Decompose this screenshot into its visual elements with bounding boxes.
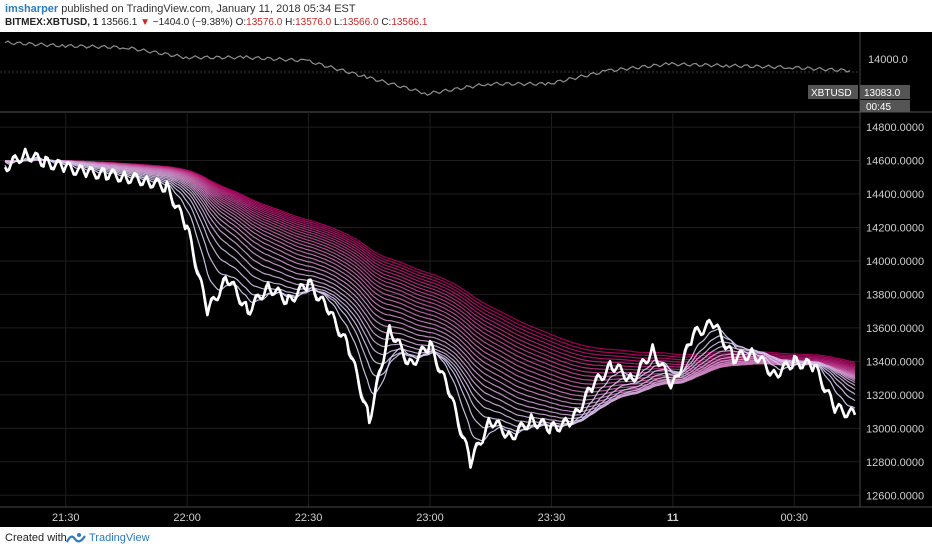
main-price-series — [3, 147, 857, 469]
price-tick-label: 13600.0000 — [866, 323, 924, 335]
price-tick-label: 13400.0000 — [866, 356, 924, 368]
chart-svg[interactable]: 14000.0 XBTUSD 13083.0 00:45 12600.00001… — [0, 32, 932, 527]
down-arrow-icon: ▼ — [140, 17, 150, 28]
price-tick-label: 13200.0000 — [866, 390, 924, 402]
price-tick-label: 13800.0000 — [866, 289, 924, 301]
ohlc-high-label: H: — [285, 17, 296, 28]
ohlc-close-value: 13566.1 — [391, 17, 428, 28]
last-price: 13566.1 — [101, 17, 138, 28]
ohlc-low-value: 13566.0 — [342, 17, 379, 28]
price-tick-label: 14400.0000 — [866, 189, 924, 201]
tradingview-logo-icon[interactable] — [66, 531, 86, 545]
price-axis[interactable]: 12600.0000 12800.0000 13000.0000 13200.0000… — [866, 122, 924, 502]
ohlc-low-label: L: — [334, 17, 343, 28]
publish-line: imsharper published on TradingView.com, … — [5, 3, 356, 15]
created-with-text: Created with — [5, 532, 67, 544]
time-tick-label: 23:00 — [416, 512, 444, 524]
price-tick-label: 12600.0000 — [866, 490, 924, 502]
time-tick-label: 23:30 — [538, 512, 566, 524]
price-tick-label: 12800.0000 — [866, 457, 924, 469]
price-badge — [860, 85, 910, 99]
ma-ribbon-line — [4, 159, 856, 423]
chart-header: imsharper published on TradingView.com, … — [0, 0, 932, 32]
chart-area[interactable]: 14000.0 XBTUSD 13083.0 00:45 12600.0000 1… — [0, 32, 932, 527]
time-badge — [860, 100, 910, 112]
price-tick-label: 14200.0000 — [866, 222, 924, 234]
symbol-badge-label: XBTUSD — [811, 88, 852, 99]
symbol-label: BITMEX:XBTUSD, 1 — [5, 17, 99, 28]
time-badge-value: 00:45 — [866, 102, 891, 113]
chart-footer: Created with TradingView — [0, 527, 932, 550]
price-tick-label: 14000.0000 — [866, 256, 924, 268]
ma-ribbon-line — [4, 159, 856, 409]
symbol-badge — [808, 85, 858, 99]
ma-ribbon — [4, 150, 856, 463]
price-change: −1404.0 (−9.38%) — [152, 17, 233, 28]
author-link[interactable]: imsharper — [5, 3, 59, 15]
time-tick-label: 22:00 — [173, 512, 201, 524]
time-tick-label: 00:30 — [781, 512, 809, 524]
published-text: published on TradingView.com, January 11… — [61, 3, 356, 15]
tradingview-link[interactable]: TradingView — [89, 532, 150, 544]
time-tick-label: 11 — [667, 512, 679, 524]
top-price-series — [4, 40, 851, 97]
price-line — [3, 147, 857, 469]
symbol-line: BITMEX:XBTUSD, 1 13566.1 ▼ −1404.0 (−9.3… — [5, 17, 427, 28]
ohlc-high-value: 13576.0 — [295, 17, 332, 28]
time-tick-label: 21:30 — [52, 512, 80, 524]
top-price-line — [4, 40, 851, 97]
ohlc-open-value: 13576.0 — [246, 17, 283, 28]
time-axis[interactable]: 21:30 22:00 22:30 23:00 23:30 11 00:30 — [52, 512, 808, 524]
top-axis-label: 14000.0 — [868, 54, 908, 66]
ohlc-close-label: C: — [381, 17, 392, 28]
price-tick-label: 14800.0000 — [866, 122, 924, 134]
price-badge-value: 13083.0 — [864, 88, 901, 99]
main-price-panel: 12600.0000 12800.0000 13000.0000 13200.0000… — [0, 112, 932, 524]
price-tick-label: 13000.0000 — [866, 423, 924, 435]
ma-ribbon-line — [4, 159, 856, 413]
top-price-panel: 14000.0 XBTUSD 13083.0 00:45 — [0, 32, 932, 113]
time-tick-label: 22:30 — [295, 512, 323, 524]
price-tick-label: 14600.0000 — [866, 156, 924, 168]
ohlc-open-label: O: — [235, 17, 247, 28]
